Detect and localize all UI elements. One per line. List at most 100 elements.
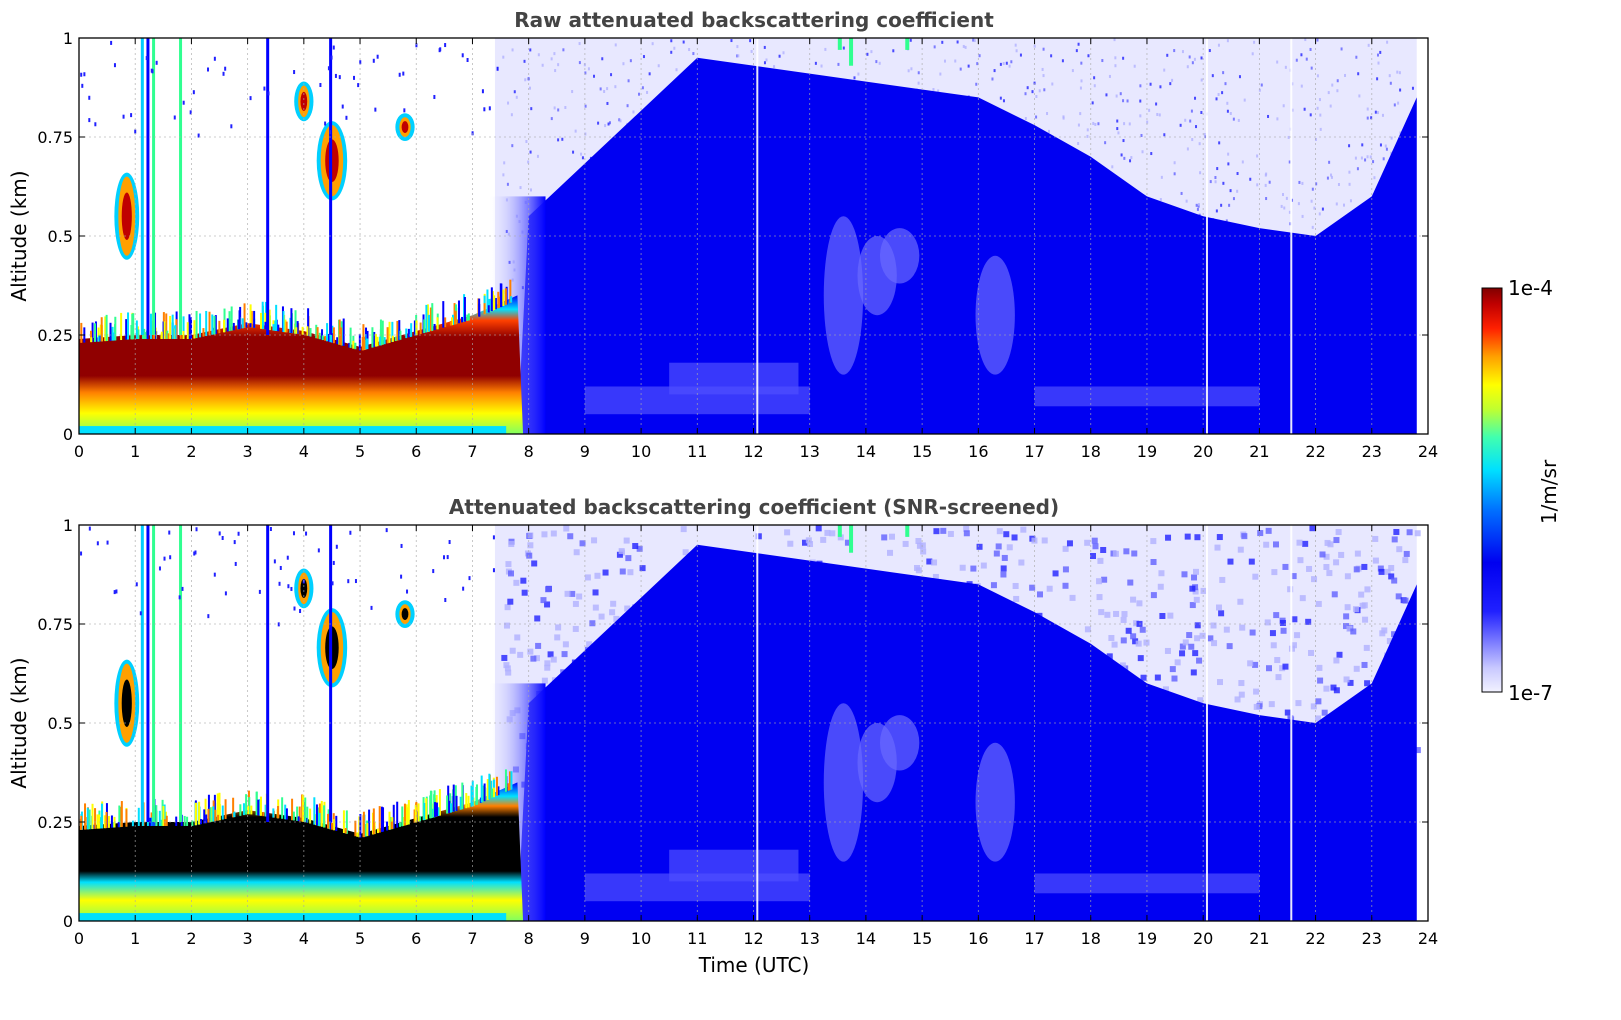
x-tick-label: 2 bbox=[186, 442, 196, 461]
sparse-signal bbox=[110, 40, 113, 45]
sparse-signal bbox=[193, 551, 196, 556]
panel-raw-x-ticks: 0 1 2 3 4 5 6 7 8 9 10 11 12 13 14 15 16 17 18 19 20 21 22 23 24 bbox=[74, 38, 1438, 461]
sparse-signal bbox=[299, 609, 302, 614]
high-cloud bbox=[905, 38, 910, 50]
colorbar-unit-label: 1/m/sr bbox=[1537, 459, 1561, 524]
boundary-layer bbox=[79, 295, 524, 434]
x-tick-label: 12 bbox=[743, 442, 763, 461]
x-tick-label: 6 bbox=[411, 442, 421, 461]
sparse-signal bbox=[432, 569, 435, 574]
panel-screened-x-label: Time (UTC) bbox=[698, 953, 810, 977]
precip-streak bbox=[179, 38, 183, 335]
precip-streak bbox=[329, 525, 333, 822]
x-tick-label: 14 bbox=[856, 442, 876, 461]
sparse-signal bbox=[234, 561, 237, 566]
data-gap-line bbox=[756, 525, 759, 921]
sparse-signal bbox=[402, 71, 405, 76]
sparse-signal bbox=[195, 527, 198, 532]
high-cloud bbox=[837, 38, 842, 50]
colorbar-gradient bbox=[1481, 287, 1503, 693]
sparse-signal bbox=[331, 581, 334, 586]
sparse-signal bbox=[113, 590, 116, 595]
sparse-signal bbox=[207, 67, 210, 72]
sparse-signal bbox=[468, 576, 471, 581]
sparse-signal bbox=[324, 121, 327, 126]
sparse-signal bbox=[115, 589, 118, 594]
sparse-signal bbox=[213, 572, 216, 577]
cloud-core bbox=[401, 608, 409, 621]
sparse-signal bbox=[488, 106, 491, 111]
panel-screened-grid bbox=[79, 525, 1428, 921]
sparse-signal bbox=[94, 122, 97, 127]
cloud-core bbox=[121, 679, 132, 727]
sparse-signal bbox=[334, 73, 337, 78]
y-tick-label: 0.75 bbox=[37, 128, 73, 147]
x-tick-label: 23 bbox=[1362, 929, 1382, 948]
x-tick-label: 18 bbox=[1081, 442, 1101, 461]
near-surface-band bbox=[1034, 873, 1260, 894]
aerosol-layer bbox=[517, 57, 1417, 434]
x-tick-label: 14 bbox=[856, 929, 876, 948]
sparse-signal bbox=[332, 45, 335, 50]
sparse-signal bbox=[444, 43, 447, 48]
x-tick-label: 17 bbox=[1024, 929, 1044, 948]
x-tick-label: 5 bbox=[355, 442, 365, 461]
colorbar-min-label: 1e-7 bbox=[1508, 681, 1553, 705]
sparse-signal bbox=[415, 43, 418, 48]
precip-streak bbox=[146, 525, 150, 822]
surface-strip bbox=[79, 426, 507, 434]
sparse-signal bbox=[88, 95, 91, 100]
sparse-signal bbox=[178, 595, 181, 600]
y-tick-label: 0 bbox=[63, 912, 73, 931]
x-tick-label: 4 bbox=[299, 929, 309, 948]
x-tick-label: 11 bbox=[687, 929, 707, 948]
panel-raw: Raw attenuated backscattering coefficien… bbox=[7, 8, 1438, 461]
x-tick-label: 0 bbox=[74, 442, 84, 461]
x-tick-label: 21 bbox=[1249, 442, 1269, 461]
sparse-signal bbox=[233, 540, 236, 545]
x-tick-label: 24 bbox=[1418, 442, 1438, 461]
boundary-layer-fringe bbox=[79, 769, 513, 838]
y-tick-label: 0.75 bbox=[37, 615, 73, 634]
sparse-signal bbox=[406, 589, 409, 594]
sparse-signal bbox=[224, 591, 227, 596]
sparse-signal bbox=[483, 107, 486, 112]
sparse-signal bbox=[169, 555, 172, 560]
near-surface-band bbox=[669, 849, 799, 882]
sparse-signal bbox=[403, 108, 406, 113]
x-tick-label: 11 bbox=[687, 442, 707, 461]
sparse-signal bbox=[192, 90, 195, 95]
precip-streak bbox=[266, 525, 270, 822]
sparse-signal bbox=[305, 531, 308, 536]
panel-raw-grid bbox=[79, 38, 1428, 434]
sparse-signal bbox=[249, 96, 252, 101]
sparse-signal bbox=[385, 528, 388, 533]
x-tick-label: 9 bbox=[580, 929, 590, 948]
y-tick-label: 0 bbox=[63, 425, 73, 444]
sparse-signal bbox=[88, 118, 91, 123]
mid-level-structure bbox=[975, 742, 1015, 862]
sparse-signal bbox=[237, 531, 240, 536]
y-tick-label: 0.25 bbox=[37, 813, 73, 832]
mid-level-structure bbox=[879, 715, 920, 771]
sparse-signal bbox=[83, 72, 86, 77]
sparse-signal bbox=[267, 91, 270, 96]
x-tick-label: 7 bbox=[467, 442, 477, 461]
panel-screened-field bbox=[79, 525, 1421, 921]
x-tick-label: 21 bbox=[1249, 929, 1269, 948]
precip-streak bbox=[266, 38, 270, 335]
sparse-signal bbox=[332, 560, 335, 565]
x-tick-label: 10 bbox=[631, 929, 651, 948]
x-tick-label: 6 bbox=[411, 929, 421, 948]
precip-streak bbox=[179, 525, 183, 822]
panel-raw-y-ticks: 0 0.25 0.5 0.75 1 bbox=[37, 29, 1428, 444]
x-tick-label: 1 bbox=[130, 442, 140, 461]
sparse-signal bbox=[400, 543, 403, 548]
sparse-signal bbox=[319, 82, 322, 87]
x-tick-label: 3 bbox=[243, 442, 253, 461]
sparse-signal bbox=[221, 535, 224, 540]
precip-streak bbox=[140, 525, 144, 822]
x-tick-label: 3 bbox=[243, 929, 253, 948]
sparse-signal bbox=[347, 579, 350, 584]
